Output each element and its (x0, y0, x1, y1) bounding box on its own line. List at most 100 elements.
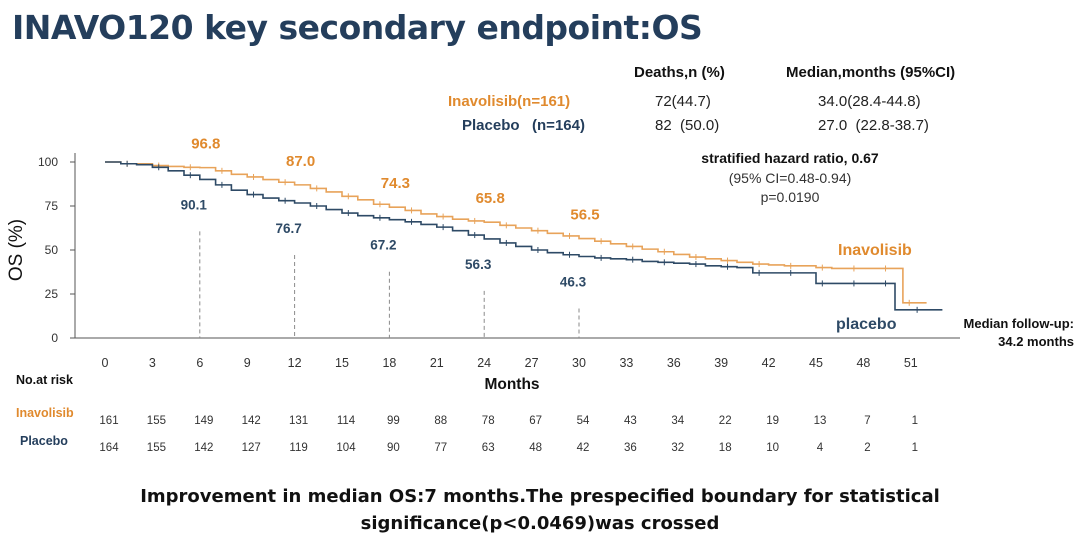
x-tick-label: 45 (809, 356, 823, 370)
risk-table-cell: 77 (434, 442, 447, 454)
x-tick-label: 15 (335, 356, 349, 370)
inavolisib-data-label: 65.8 (476, 190, 505, 207)
risk-table-cell: 119 (289, 442, 307, 454)
chart-curves (105, 160, 943, 313)
inavolisib-curve (105, 161, 927, 304)
chart-labels: 96.8 87.0 74.3 65.8 56.5 90.1 76.7 67.2 56.3 46.3… (181, 136, 912, 333)
hazard-ratio-title: stratified hazard ratio, 0.67 (701, 150, 879, 166)
risk-table-cell: 67 (529, 415, 542, 427)
conclusion-line-2: significance(p<0.0469)was crossed (360, 513, 720, 534)
risk-table-cell: 34 (671, 415, 684, 427)
x-tick-label: 33 (619, 356, 633, 370)
followup-line-1: Median follow-up: (963, 316, 1074, 331)
placebo-data-label: 56.3 (465, 257, 492, 272)
x-tick-label: 12 (288, 356, 302, 370)
followup-line-2: 34.2 months (998, 334, 1074, 349)
placebo-end-label: placebo (836, 316, 897, 333)
x-tick-label: 0 (102, 356, 109, 370)
y-tick-label: 50 (45, 243, 59, 257)
risk-table-cell: 36 (624, 442, 637, 454)
x-tick-label: 48 (856, 356, 870, 370)
inavolisib-data-label: 87.0 (286, 153, 315, 170)
inavolisib-data-label: 96.8 (191, 136, 220, 153)
x-tick-label: 18 (382, 356, 396, 370)
risk-table-cell: 13 (814, 415, 827, 427)
x-tick-label: 42 (762, 356, 776, 370)
x-tick-label: 30 (572, 356, 586, 370)
risk-label-placebo: Placebo (20, 434, 68, 448)
risk-table-cell: 54 (577, 415, 590, 427)
risk-table-cell: 18 (719, 442, 732, 454)
risk-table-cell: 127 (242, 442, 261, 454)
risk-table-cell: 90 (387, 442, 400, 454)
risk-table-cell: 149 (194, 415, 213, 427)
inavolisib-deaths: 72(44.7) (655, 93, 711, 110)
risk-table-cell: 10 (766, 442, 779, 454)
x-tick-label: 6 (196, 356, 203, 370)
x-tick-label: 9 (244, 356, 251, 370)
risk-table-cell: 19 (766, 415, 779, 427)
placebo-deaths: 82 (50.0) (655, 117, 720, 134)
median-column-header: Median,months (95%CI) (786, 64, 956, 81)
x-tick-label: 51 (904, 356, 918, 370)
placebo-curve (105, 161, 943, 311)
placebo-data-label: 76.7 (275, 221, 301, 236)
x-tick-label: 27 (525, 356, 539, 370)
risk-table-cell: 155 (147, 442, 166, 454)
risk-label-inavolisib: Inavolisib (16, 406, 74, 420)
inavolisib-end-label: Inavolisib (838, 242, 912, 259)
risk-table-cell: 155 (147, 415, 166, 427)
x-tick-label: 3 (149, 356, 156, 370)
risk-table-title: No.at risk (16, 373, 73, 387)
risk-table-cell: 63 (482, 442, 495, 454)
y-tick-label: 100 (38, 155, 58, 169)
risk-table-cell: 43 (624, 415, 637, 427)
y-tick-label: 25 (45, 287, 59, 301)
risk-table-cell: 4 (817, 442, 824, 454)
x-tick-label: 36 (667, 356, 681, 370)
risk-table-cell: 1 (912, 415, 918, 427)
risk-table-cell: 32 (671, 442, 684, 454)
risk-table-cell: 1 (912, 442, 918, 454)
risk-table-cell: 164 (99, 442, 119, 454)
risk-table-cell: 99 (387, 415, 400, 427)
risk-table-cell: 114 (337, 415, 356, 427)
conclusion-line-1: Improvement in median OS:7 months.The pr… (140, 486, 940, 507)
risk-table-cell: 104 (336, 442, 356, 454)
chart-guides (199, 231, 580, 338)
risk-table-cell: 88 (434, 415, 447, 427)
risk-table-cell: 48 (529, 442, 542, 454)
risk-table-cell: 161 (99, 415, 118, 427)
x-tick-label: 24 (477, 356, 491, 370)
y-tick-label: 75 (45, 199, 59, 213)
risk-table-cell: 7 (864, 415, 870, 427)
deaths-column-header: Deaths,n (%) (634, 64, 725, 81)
risk-table-cell: 142 (242, 415, 261, 427)
risk-table: 161 155 149 142 131 114 99 88 78 67 54 43 34 22 19 13 7 1… (99, 415, 918, 454)
hazard-ratio-ci: (95% CI=0.48-0.94) (728, 170, 852, 186)
y-axis-title: OS (%) (6, 219, 27, 281)
placebo-data-label: 46.3 (560, 275, 587, 290)
inavolisib-data-label: 56.5 (570, 207, 599, 224)
risk-table-cell: 131 (289, 415, 308, 427)
risk-table-cell: 78 (482, 415, 495, 427)
risk-table-cell: 42 (577, 442, 590, 454)
placebo-data-label: 67.2 (370, 238, 396, 253)
x-tick-label: 21 (430, 356, 444, 370)
inavolisib-arm-label: Inavolisib(n=161) (448, 93, 571, 110)
placebo-median: 27.0 (22.8-38.7) (818, 117, 929, 134)
risk-table-cell: 22 (719, 415, 732, 427)
x-axis-title: Months (484, 376, 539, 393)
x-tick-label: 39 (714, 356, 728, 370)
placebo-arm-label: Placebo (n=164) (462, 117, 585, 134)
risk-table-cell: 2 (864, 442, 870, 454)
inavolisib-data-label: 74.3 (381, 175, 410, 192)
slide-title: INAVO120 key secondary endpoint:OS (12, 8, 703, 47)
risk-table-cell: 142 (194, 442, 213, 454)
hazard-ratio-p: p=0.0190 (760, 189, 820, 205)
inavolisib-median: 34.0(28.4-44.8) (818, 93, 921, 110)
placebo-data-label: 90.1 (181, 197, 208, 212)
y-tick-label: 0 (51, 331, 58, 345)
